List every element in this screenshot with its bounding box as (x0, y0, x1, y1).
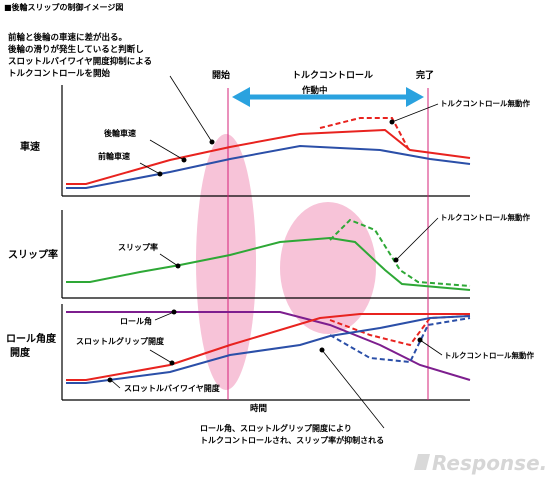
active-range-arrow (232, 87, 424, 107)
highlight-ellipses (196, 134, 376, 390)
roll-angle-line (66, 311, 471, 381)
top-note: 前輪と後輪の車速に差が出る。 後輪の滑りが発生していると判断し スロットルバイワ… (8, 32, 152, 79)
slip-rate-line (66, 236, 471, 291)
throttle-grip-marker (169, 360, 175, 366)
highlight-ellipse-slip (280, 202, 376, 334)
slip-no-control-line (329, 218, 471, 287)
torque-control-label: トルクコントロール (292, 70, 373, 81)
slip-rate-marker (175, 263, 181, 269)
front-speed-marker (157, 171, 163, 177)
roll-panel-label-line-1: ロール角度 (6, 332, 57, 345)
roll-panel-label-line-2: 開度 (10, 346, 31, 359)
start-label: 開始 (212, 69, 230, 81)
x-axis-label: 時間 (250, 403, 267, 414)
throttle-grip-label: スロットルグリップ開度 (76, 336, 165, 346)
page-title: ■後輪スリップの制御イメージ図 (4, 2, 123, 12)
top-note-line-2: 後輪の滑りが発生していると判断し (8, 44, 144, 55)
watermark-text: Response. (432, 451, 545, 475)
highlight-ellipse-start (196, 134, 256, 390)
response-watermark: Response. (414, 451, 545, 475)
roll-series (66, 311, 471, 384)
slip-panel-label: スリップ率 (8, 248, 58, 261)
throttle-wire-label: スロットルバイワイヤ開度 (124, 383, 221, 393)
speed-series (66, 117, 471, 189)
active-label: 作動中 (302, 85, 328, 96)
top-note-line-3: スロットルバイワイヤ開度抑制による (8, 56, 152, 67)
throttle-wire-line (66, 315, 471, 384)
bottom-note-line-2: トルクコントロールされ、スリップ率が抑制される (200, 435, 384, 445)
front-speed-label: 前輪車速 (98, 151, 130, 161)
rear-speed-line (66, 128, 471, 185)
top-note-leader (169, 75, 213, 143)
bottom-note-line-1: ロール角、スロットルグリップ開度により (200, 423, 352, 433)
speed-no-control-label: トルクコントロール無動作 (440, 98, 530, 108)
top-note-line-1: 前輪と後輪の車速に差が出る。 (8, 32, 127, 43)
front-speed-line (66, 144, 471, 189)
roll-angle-marker (171, 309, 177, 315)
rear-speed-no-control-line (319, 117, 411, 153)
throttle-wire-marker (107, 377, 113, 383)
rear-speed-label: 後輪車速 (104, 128, 136, 138)
rear-speed-marker (181, 157, 187, 163)
slip-series (66, 218, 471, 291)
slip-no-control-label: トルクコントロール無動作 (440, 212, 530, 222)
throttle-grip-line (66, 313, 470, 381)
panel-axes (61, 85, 470, 401)
slip-rate-label: スリップ率 (118, 242, 158, 252)
speed-panel-label: 車速 (20, 140, 40, 153)
response-logo-mark (414, 454, 430, 470)
roll-no-control-label: トルクコントロール無動作 (444, 350, 534, 360)
end-label: 完了 (416, 69, 434, 81)
roll-angle-label: ロール角 (120, 316, 152, 326)
bottom-note-leader (321, 349, 385, 429)
top-note-line-4: トルクコントロールを開始 (8, 68, 111, 79)
